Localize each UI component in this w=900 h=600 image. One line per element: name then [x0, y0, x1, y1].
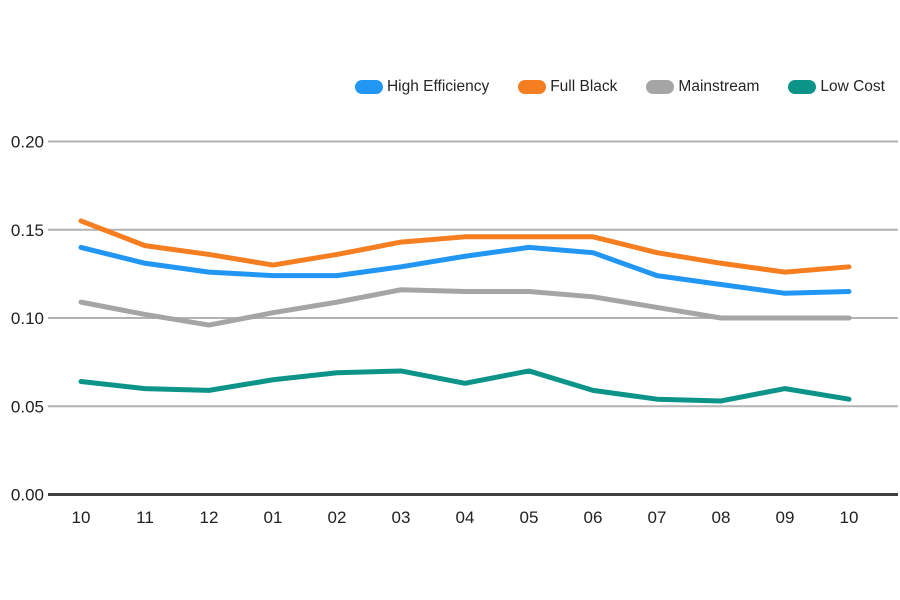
legend-item-mainstream[interactable]: Mainstream	[646, 78, 759, 96]
series-line-high-efficiency	[78, 244, 852, 296]
legend-item-full-black[interactable]: Full Black	[518, 78, 617, 96]
legend-swatch-icon	[788, 80, 817, 94]
y-tick-label: 0.00	[11, 486, 44, 505]
x-tick-label: 07	[648, 508, 667, 527]
legend-label: Full Black	[550, 78, 618, 95]
legend-item-low-cost[interactable]: Low Cost	[788, 78, 885, 96]
legend-swatch-icon	[354, 80, 383, 94]
series-line-full-black	[78, 218, 852, 275]
series-line-low-cost	[78, 368, 852, 404]
x-tick-label: 06	[584, 508, 603, 527]
y-tick-label: 0.20	[11, 133, 44, 152]
chart-legend: High Efficiency Full Black Mainstream Low C…	[0, 78, 885, 96]
legend-item-high-efficiency[interactable]: High Efficiency	[354, 78, 490, 96]
x-tick-label: 11	[136, 508, 154, 527]
y-tick-label: 0.05	[11, 397, 44, 416]
x-tick-label: 04	[456, 508, 475, 527]
series-line-mainstream	[78, 287, 852, 328]
legend-label: High Efficiency	[386, 78, 490, 95]
legend-swatch-icon	[518, 80, 547, 94]
x-tick-label: 08	[712, 508, 731, 527]
y-tick-label: 0.10	[11, 309, 44, 328]
x-tick-label: 03	[392, 508, 411, 527]
y-tick-label: 0.15	[11, 221, 44, 240]
x-tick-label: 09	[776, 508, 795, 527]
x-tick-label: 05	[520, 508, 539, 527]
x-tick-label: 01	[264, 508, 283, 527]
x-tick-label: 10	[72, 508, 91, 527]
legend-label: Low Cost	[820, 78, 885, 95]
legend-label: Mainstream	[678, 78, 760, 95]
x-tick-label: 02	[328, 508, 347, 527]
x-tick-label: 10	[840, 508, 859, 527]
legend-swatch-icon	[646, 80, 675, 94]
x-tick-label: 12	[200, 508, 219, 527]
